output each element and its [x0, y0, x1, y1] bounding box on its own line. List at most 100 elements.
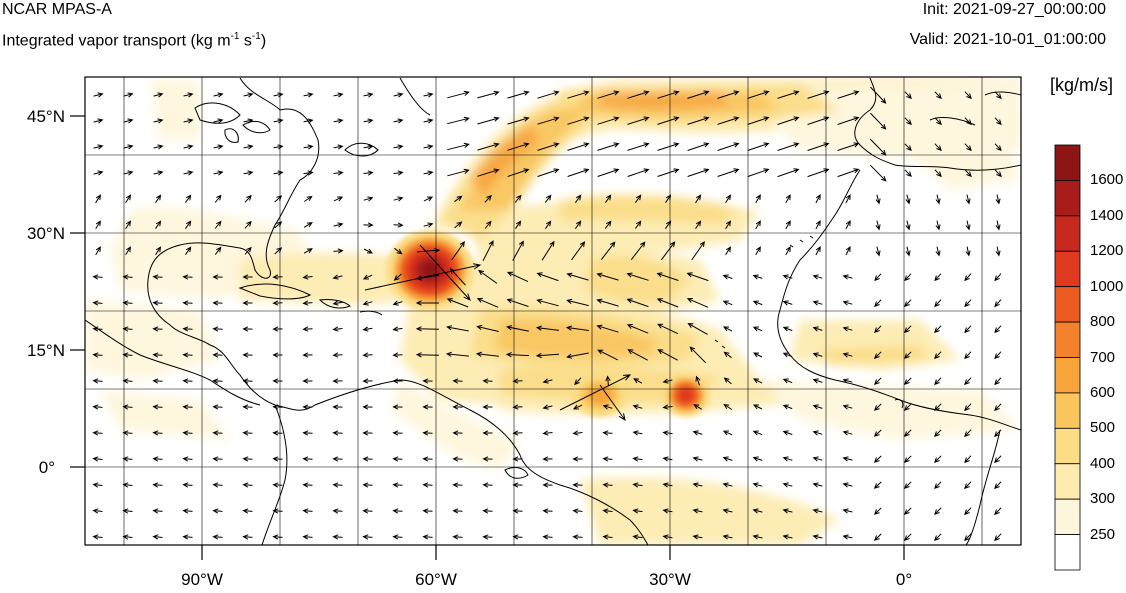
wind-arrow — [214, 246, 222, 255]
wind-arrow — [602, 508, 613, 514]
wind-arrow — [842, 508, 853, 514]
colorbar-level-label: 1000 — [1090, 277, 1124, 295]
wind-arrow — [567, 116, 590, 125]
wind-arrow — [122, 300, 133, 306]
wind-arrow — [244, 246, 252, 255]
wind-arrow — [903, 533, 912, 542]
wind-arrow — [837, 90, 860, 99]
wind-arrow — [212, 326, 223, 332]
wind-arrow — [423, 222, 434, 228]
wind-arrow — [93, 92, 104, 98]
wind-arrow — [123, 118, 134, 124]
wind-arrow — [447, 168, 470, 177]
wind-arrow — [302, 326, 313, 332]
wind-arrow — [302, 456, 313, 462]
wind-arrow — [566, 272, 589, 281]
wind-arrow — [362, 326, 373, 332]
wind-arrow — [243, 92, 254, 98]
wind-arrow — [512, 456, 523, 462]
wind-arrow — [812, 456, 823, 462]
wind-arrow — [692, 430, 703, 436]
wind-arrow — [662, 534, 673, 540]
wind-arrow — [363, 170, 374, 176]
wind-arrow — [393, 170, 404, 176]
wind-arrow — [477, 168, 500, 177]
wind-arrow — [392, 430, 403, 436]
wind-arrow — [423, 118, 434, 124]
wind-arrow — [92, 456, 103, 462]
wind-arrow — [747, 168, 770, 178]
wind-arrow — [722, 534, 733, 540]
wind-arrow — [333, 222, 344, 228]
wind-arrow — [242, 300, 253, 306]
wind-arrow — [394, 247, 403, 255]
lat-label-15n: 15°N — [27, 341, 65, 360]
wind-arrow — [392, 404, 403, 410]
wind-arrow — [687, 116, 710, 125]
wind-arrow — [934, 377, 942, 386]
colorbar-swatch — [1054, 392, 1081, 429]
wind-arrow — [994, 169, 1002, 178]
wind-arrow — [905, 246, 911, 257]
colorbar-swatch — [1054, 534, 1081, 571]
wind-arrow — [782, 326, 793, 332]
wind-arrow — [934, 117, 942, 126]
wind-arrow — [183, 118, 194, 124]
wind-arrow — [274, 195, 283, 203]
wind-arrow — [657, 349, 678, 361]
wind-arrow — [873, 481, 882, 489]
wind-arrow — [632, 404, 643, 410]
wind-arrow — [212, 404, 223, 410]
wind-arrow — [332, 482, 343, 488]
wind-arrow — [478, 269, 498, 284]
wind-arrow — [155, 220, 162, 229]
wind-arrow — [541, 240, 555, 261]
wind-arrow — [722, 456, 733, 462]
wind-arrow — [303, 248, 313, 254]
wind-arrow — [273, 144, 284, 150]
wind-arrow — [242, 326, 253, 332]
wind-arrow — [393, 196, 404, 202]
coastlines — [85, 77, 1021, 545]
wind-arrow — [153, 170, 164, 176]
wind-arrow — [812, 274, 823, 280]
wind-arrow — [302, 430, 313, 436]
wind-arrow — [92, 352, 103, 358]
wind-arrow — [122, 274, 133, 280]
wind-arrow — [272, 404, 283, 410]
wind-arrow — [630, 241, 646, 261]
wind-arrow — [627, 142, 650, 151]
wind-arrow — [212, 534, 223, 540]
wind-arrow — [994, 377, 1002, 386]
wind-arrow — [605, 375, 611, 386]
wind-arrow — [905, 194, 911, 205]
wind-arrow — [632, 430, 643, 436]
wind-arrow — [542, 456, 553, 462]
colorbar-swatch — [1054, 215, 1081, 252]
wind-arrow — [657, 116, 680, 125]
wind-arrow — [182, 430, 193, 436]
wind-arrow — [725, 194, 732, 204]
wind-arrow — [302, 508, 313, 514]
wind-arrow — [212, 274, 223, 280]
colorbar-level-label: 1200 — [1090, 242, 1124, 260]
wind-arrow — [747, 90, 770, 99]
wind-arrow — [812, 378, 823, 384]
wind-arrow — [695, 375, 701, 386]
wind-arrow — [964, 299, 972, 308]
wind-arrow — [905, 220, 911, 231]
wind-arrow — [332, 508, 343, 514]
lon-label-60w: 60°W — [415, 570, 457, 589]
wind-arrow — [807, 168, 830, 178]
wind-vectors — [92, 86, 1002, 542]
wind-arrow — [812, 508, 823, 514]
wind-arrow — [95, 246, 101, 256]
wind-arrow — [152, 404, 163, 410]
colorbar — [1054, 144, 1081, 571]
colorbar-level-label: 500 — [1090, 419, 1116, 437]
wind-arrow — [995, 246, 1001, 257]
wind-arrow — [566, 298, 589, 307]
wind-arrow — [182, 456, 193, 462]
map-frame — [84, 76, 1022, 546]
